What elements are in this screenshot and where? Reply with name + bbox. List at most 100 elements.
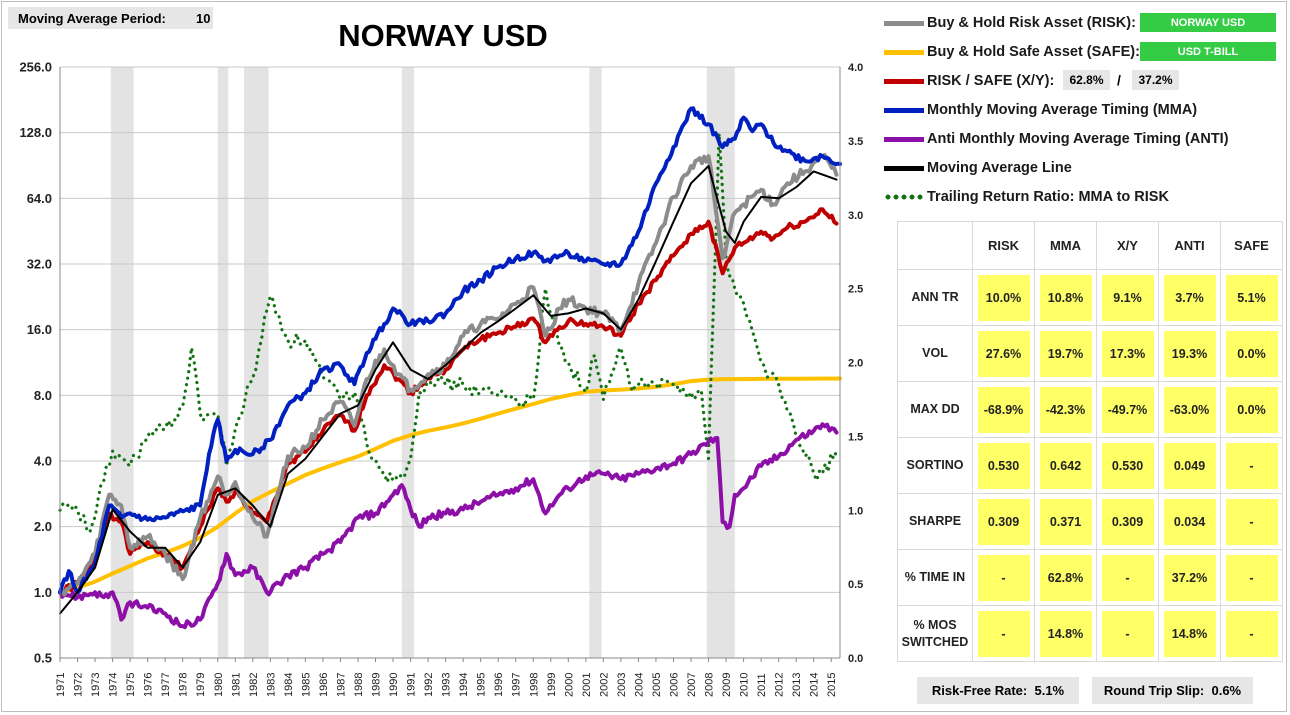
stats-row: SORTINO 0.530 0.642 0.530 0.049- <box>897 437 1283 494</box>
legend-swatch <box>884 136 924 142</box>
legend-item: Monthly Moving Average Timing (MMA) <box>884 98 1197 122</box>
x-tick-label: 1998 <box>528 673 540 697</box>
series-line-mma <box>58 106 842 595</box>
stats-cell: 5.1% <box>1220 269 1283 326</box>
stats-cell-value: 0.309 <box>977 498 1030 545</box>
stats-cell: - <box>1220 605 1283 662</box>
stats-cell-value: -42.3% <box>1039 386 1092 433</box>
stats-cell: 37.2% <box>1158 549 1221 606</box>
stats-cell: 19.7% <box>1034 325 1097 382</box>
stats-cell: 0.642 <box>1034 437 1097 494</box>
stats-row: % TIME IN -62.8% -37.2% - <box>897 549 1283 606</box>
series-line-safe <box>58 376 842 595</box>
series-line-risk <box>58 153 839 597</box>
y-left-tick-label: 8.0 <box>34 388 52 403</box>
stats-cell-value: - <box>977 554 1030 601</box>
stats-cell: 0.049 <box>1158 437 1221 494</box>
stats-cell: - <box>1096 549 1159 606</box>
split-separator: / <box>1117 72 1121 88</box>
stats-cell: 14.8% <box>1158 605 1221 662</box>
x-tick-label: 1995 <box>476 673 488 697</box>
risk-asset-tag[interactable]: NORWAY USD <box>1140 13 1276 32</box>
y-right-tick-label: 0.0 <box>848 653 863 665</box>
legend-item: Moving Average Line <box>884 156 1072 180</box>
x-tick-label: 1986 <box>318 673 330 697</box>
stats-cell: 0.530 <box>972 437 1035 494</box>
x-tick-label: 1972 <box>73 673 85 697</box>
stats-cell-value: 14.8% <box>1163 610 1216 657</box>
round-trip-slip-label: Round Trip Slip: <box>1103 683 1205 698</box>
legend-swatch <box>884 20 924 26</box>
stats-row-label: ANN TR <box>897 269 973 326</box>
series-line-moving-average-line <box>59 165 838 615</box>
stats-cell-value: - <box>1225 610 1278 657</box>
x-tick-label: 2006 <box>668 673 680 697</box>
stats-cell: 0.0% <box>1220 381 1283 438</box>
y-left-tick-label: 256.0 <box>19 60 52 75</box>
stats-cell-value: 0.530 <box>977 442 1030 489</box>
stats-row-label: % MOS SWITCHED <box>897 605 973 662</box>
stats-cell: 27.6% <box>972 325 1035 382</box>
legend-item: RISK / SAFE (X/Y): <box>884 69 1054 93</box>
moving-average-period-box[interactable]: Moving Average Period: 10 <box>8 7 213 29</box>
stats-cell-value: 17.3% <box>1101 330 1154 377</box>
y-right-tick-label: 1.0 <box>848 505 863 517</box>
y-left-tick-label: 16.0 <box>27 322 52 337</box>
stats-cell: -49.7% <box>1096 381 1159 438</box>
stats-row: MAX DD -68.9% -42.3% -49.7% -63.0% 0.0% <box>897 381 1283 438</box>
stats-row: VOL 27.6% 19.7% 17.3% 19.3% 0.0% <box>897 325 1283 382</box>
stats-row: ANN TR 10.0% 10.8% 9.1% 3.7% 5.1% <box>897 269 1283 326</box>
safe-asset-tag[interactable]: USD T-BILL <box>1140 42 1276 61</box>
legend-label: Buy & Hold Safe Asset (SAFE): <box>927 44 1140 60</box>
x-tick-label: 1988 <box>353 673 365 697</box>
stats-cell: -68.9% <box>972 381 1035 438</box>
series-line-anti <box>58 422 839 630</box>
legend-item: Buy & Hold Safe Asset (SAFE): <box>884 40 1140 64</box>
stats-cell-value: 0.309 <box>1101 498 1154 545</box>
x-tick-label: 1989 <box>371 673 383 697</box>
stats-cell-value: 0.0% <box>1225 386 1278 433</box>
x-tick-label: 2008 <box>704 673 716 697</box>
x-tick-label: 2003 <box>616 673 628 697</box>
stats-cell-value: 27.6% <box>977 330 1030 377</box>
stats-cell: - <box>1096 605 1159 662</box>
x-tick-label: 2013 <box>791 673 803 697</box>
safe-split-box[interactable]: 37.2% <box>1132 70 1179 90</box>
x-tick-label: 1980 <box>213 673 225 697</box>
y-left-tick-label: 2.0 <box>34 519 52 534</box>
legend-item: Trailing Return Ratio: MMA to RISK <box>884 185 1169 209</box>
x-tick-label: 1979 <box>195 673 207 697</box>
stats-cell-value: - <box>1225 442 1278 489</box>
series-line-trailing-return-ratio <box>58 131 839 534</box>
x-tick-label: 2004 <box>633 673 645 697</box>
x-tick-label: 2000 <box>563 673 575 697</box>
y-right-tick-label: 2.0 <box>848 358 863 370</box>
stats-col-safe: SAFE <box>1220 221 1283 270</box>
x-tick-label: 2007 <box>686 673 698 697</box>
x-tick-label: 1983 <box>265 673 277 697</box>
risk-split-box[interactable]: 62.8% <box>1063 70 1110 90</box>
moving-average-period-value: 10 <box>196 10 211 26</box>
x-tick-label: 1974 <box>108 673 120 697</box>
x-tick-label: 1987 <box>335 673 347 697</box>
y-right-tick-label: 0.5 <box>848 579 863 591</box>
y-right-tick-label: 3.0 <box>848 210 863 222</box>
legend-label: Monthly Moving Average Timing (MMA) <box>927 102 1198 118</box>
stats-cell: 0.0% <box>1220 325 1283 382</box>
y-left-tick-label: 0.5 <box>34 651 52 666</box>
stats-cell: 17.3% <box>1096 325 1159 382</box>
stats-cell-value: 0.371 <box>1039 498 1092 545</box>
stats-row-label: SORTINO <box>897 437 973 494</box>
stats-table: RISK MMA X/Y ANTI SAFE ANN TR 10.0% 10.8% 9… <box>897 221 1283 662</box>
stats-cell-value: 0.049 <box>1163 442 1216 489</box>
stats-cell: 0.371 <box>1034 493 1097 550</box>
y-right-tick-label: 1.5 <box>848 431 863 443</box>
x-tick-label: 2012 <box>774 673 786 697</box>
stats-cell-value: - <box>1101 554 1154 601</box>
stats-cell-value: - <box>1225 554 1278 601</box>
legend-item: Buy & Hold Risk Asset (RISK): <box>884 11 1136 35</box>
stats-cell-value: 10.0% <box>977 274 1030 321</box>
x-tick-label: 2005 <box>651 673 663 697</box>
